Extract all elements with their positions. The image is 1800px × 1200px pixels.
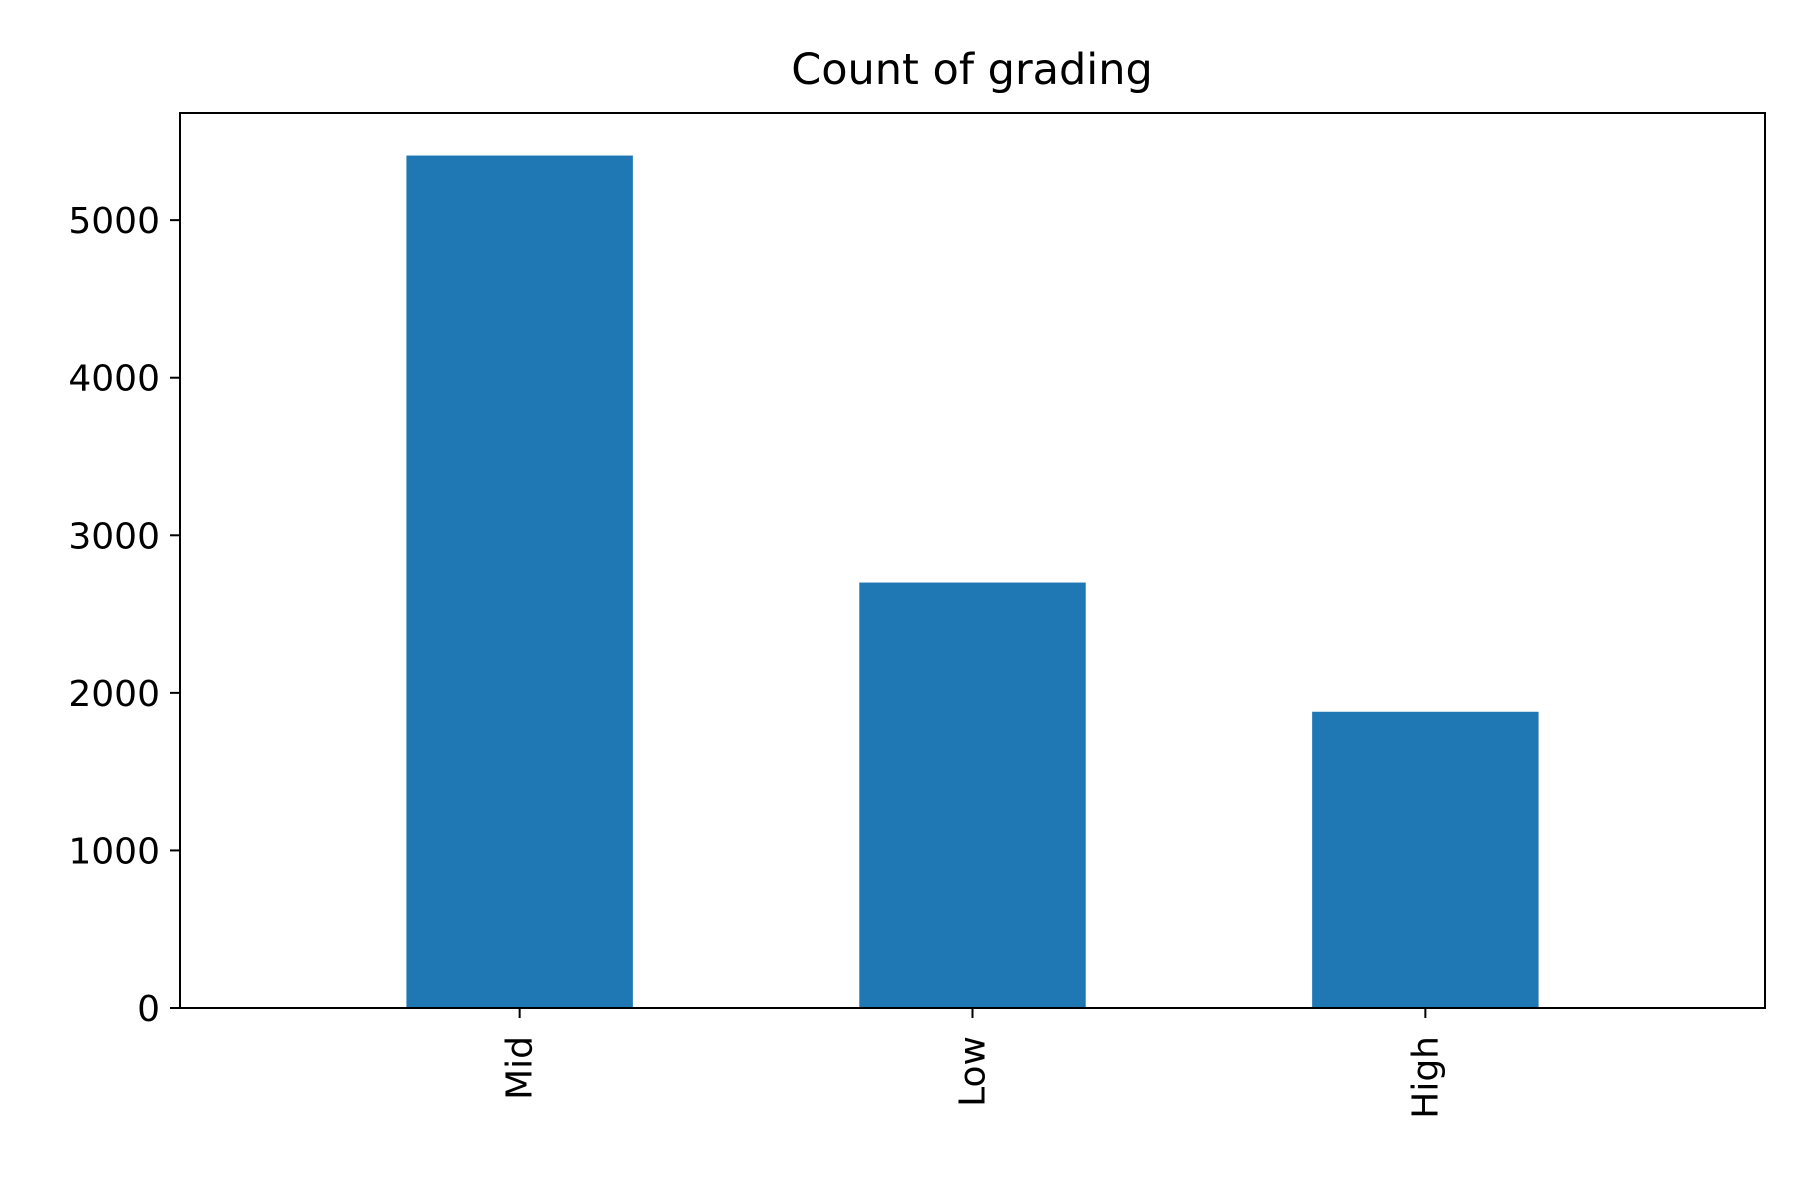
y-tick-label: 1000 — [68, 831, 160, 872]
y-axis: 0 1000 2000 3000 4000 5000 — [68, 201, 180, 1030]
y-tick-label: 3000 — [68, 516, 160, 557]
x-tick-label: Low — [953, 1036, 994, 1107]
bars-layer — [406, 155, 1539, 1009]
bar-mid — [406, 155, 633, 1009]
bar-high — [1312, 711, 1539, 1008]
x-tick-label: Mid — [500, 1036, 541, 1100]
y-tick-label: 0 — [137, 989, 160, 1030]
chart-title: Count of grading — [791, 45, 1153, 95]
y-tick-label: 4000 — [68, 359, 160, 400]
bar-low — [859, 582, 1086, 1008]
x-axis: Mid Low High — [500, 1008, 1446, 1119]
x-tick-label: High — [1405, 1036, 1446, 1119]
y-tick-label: 5000 — [68, 201, 160, 242]
y-tick-label: 2000 — [68, 674, 160, 715]
plot-frame — [179, 112, 1766, 1009]
